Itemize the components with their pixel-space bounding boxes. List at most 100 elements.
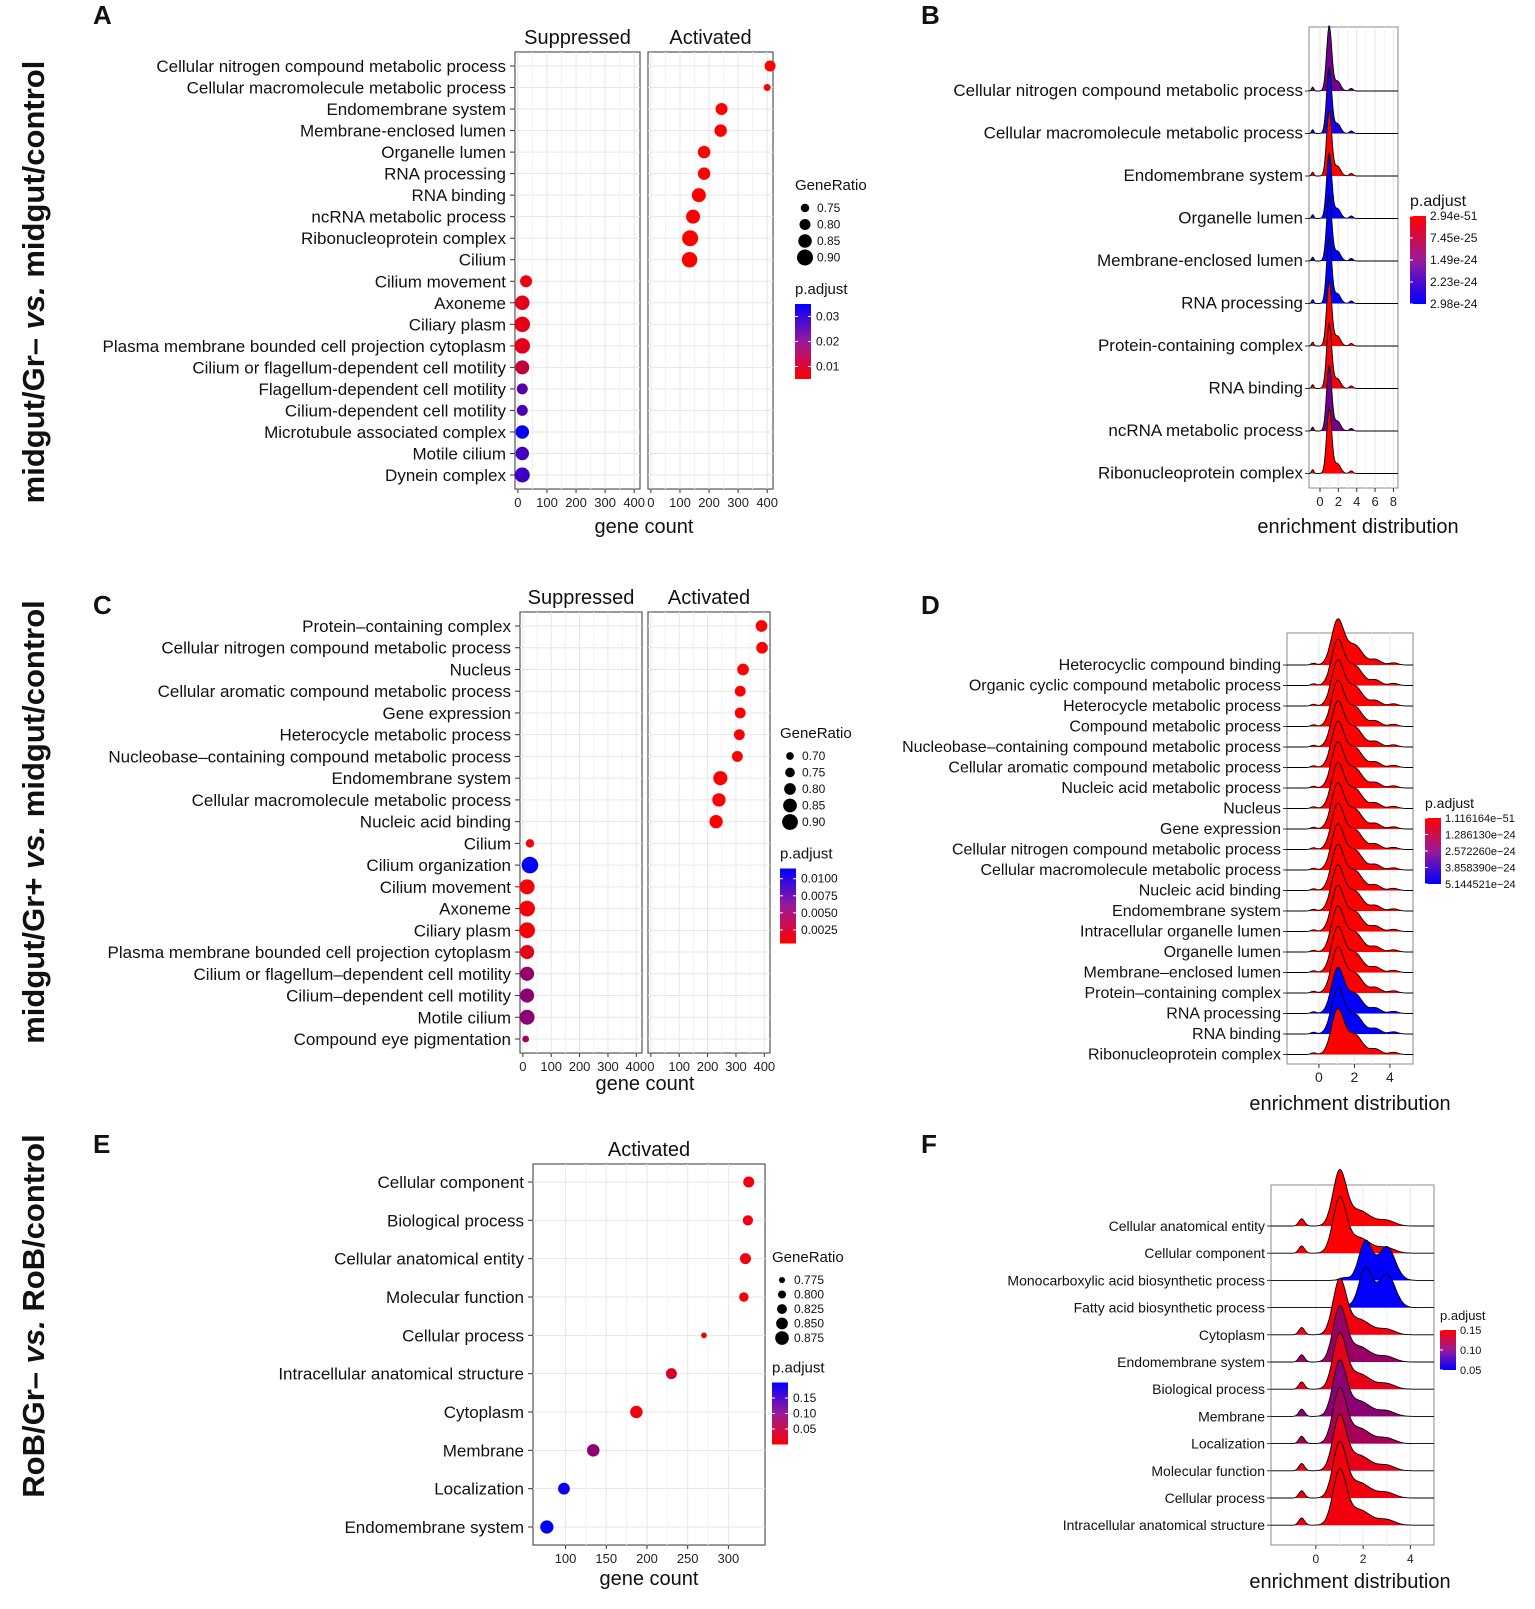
y-tick-label: Endomembrane system	[1112, 903, 1281, 920]
legend-size-dot	[778, 1290, 786, 1299]
ridge-outline-rna-processing	[1287, 966, 1413, 1014]
dot-cilium-dependent-cell-motility	[520, 988, 535, 1003]
dot-ciliary-plasm	[519, 922, 535, 939]
x-tick-label: 8	[1390, 494, 1397, 509]
x-axis-title: gene count	[600, 1568, 699, 1590]
ridge-outline-nucleobase-containing-compound-metabolic-process	[1287, 700, 1413, 748]
dot-cilium	[525, 839, 535, 848]
y-tick-label: Localization	[434, 1480, 524, 1499]
ridge-outline-cellular-nitrogen-compound-metabolic-process	[1308, 24, 1398, 92]
y-tick-label: Motile cilium	[412, 444, 506, 463]
dot-cellular-aromatic-compound-metabolic-process	[734, 685, 746, 697]
y-tick-label: Cellular nitrogen compound metabolic pro…	[953, 81, 1303, 100]
ridge-cellular-aromatic-compound-metabolic-process	[1287, 721, 1413, 768]
legend-size-label: 0.850	[794, 1317, 824, 1331]
x-axis-title: enrichment distribution	[1257, 516, 1458, 538]
ridge-monocarboxylic-acid-biosynthetic-process	[1271, 1240, 1434, 1281]
facet-strip-activated: Activated	[668, 587, 750, 609]
y-tick-label: RNA binding	[1208, 379, 1303, 398]
legend-color-label: 0.0075	[801, 889, 838, 903]
legend-size-dot	[799, 219, 811, 230]
dot-organelle-lumen	[697, 145, 711, 159]
y-tick-label: Cellular nitrogen compound metabolic pro…	[156, 57, 506, 76]
y-tick-label: Endomembrane system	[326, 100, 506, 119]
y-tick-label: Cellular anatomical entity	[334, 1250, 524, 1269]
y-tick-label: Ciliary plasm	[414, 921, 511, 940]
legend-size-dot	[800, 203, 810, 213]
legend-size-dot	[797, 249, 813, 266]
panel-b-ridgeline: Cellular nitrogen compound metabolic pro…	[953, 24, 1478, 538]
ridge-intracellular-organelle-lumen	[1287, 885, 1413, 932]
legend-size-dot	[778, 1276, 786, 1284]
dot-cellular-macromolecule-metabolic-process	[763, 84, 771, 92]
dot-cilium-dependent-cell-motility	[516, 404, 528, 416]
ridge-cellular-macromolecule-metabolic-process	[1287, 823, 1413, 870]
panel-f-ridgeline: Cellular anatomical entity Cellular compo…	[1007, 1168, 1486, 1593]
x-tick-label: 200	[565, 495, 587, 510]
ridge-compound-metabolic-process	[1287, 680, 1413, 727]
x-tick-label: 100	[555, 1551, 577, 1566]
ridge-outline-monocarboxylic-acid-biosynthetic-process	[1271, 1239, 1434, 1281]
x-tick-label: 0	[1315, 1069, 1323, 1085]
ridge-outline-intracellular-organelle-lumen	[1287, 884, 1413, 932]
x-tick-label: 400	[753, 1059, 775, 1074]
y-tick-label: Protein-containing complex	[1098, 336, 1304, 355]
legend-colorbar	[795, 304, 811, 379]
legend-color-label: 1.116164e−51	[1445, 813, 1515, 825]
dot-cilium-movement	[520, 275, 533, 288]
ridge-outline-nucleus	[1287, 761, 1413, 809]
y-tick-label: Endomembrane system	[344, 1518, 524, 1537]
legend-size-dot	[785, 767, 795, 778]
ridge-outline-rna-binding	[1308, 322, 1398, 389]
ridge-outline-cellular-macromolecule-metabolic-process	[1308, 67, 1398, 134]
ridge-heterocyclic-compound-binding	[1287, 618, 1413, 665]
y-tick-label: Cellular macromolecule metabolic process	[984, 124, 1303, 143]
dot-cytoplasm	[630, 1405, 643, 1419]
ridge-outline-intracellular-anatomical-structure	[1271, 1468, 1434, 1526]
dot-nucleobase-containing-compound-metabolic-process	[731, 750, 743, 762]
y-tick-label: Nucleobase–containing compound metabolic…	[108, 747, 511, 766]
ridge-outline-ribonucleoprotein-complex	[1287, 1007, 1413, 1055]
ridge-cellular-anatomical-entity	[1271, 1169, 1434, 1226]
facet-strip-suppressed: Suppressed	[528, 587, 635, 609]
dot-cellular-component	[743, 1176, 755, 1188]
y-tick-label: Cellular process	[402, 1326, 524, 1345]
y-tick-label: Cellular nitrogen compound metabolic pro…	[161, 639, 511, 658]
ridge-outline-cytoplasm	[1271, 1277, 1434, 1336]
y-tick-label: Organelle lumen	[1178, 209, 1303, 228]
facet-panel-activated	[647, 611, 771, 1054]
ridge-outline-protein-containing-complex	[1308, 279, 1398, 347]
ridge-endomembrane-system	[1287, 864, 1413, 911]
y-tick-label: Biological process	[387, 1211, 524, 1230]
legend-color-label: 0.0050	[801, 906, 838, 920]
legend-color-label: 1.286130e−24	[1445, 830, 1516, 842]
x-tick-label: 200	[636, 1551, 658, 1566]
panel-label-e: E	[93, 1129, 111, 1159]
ridge-molecular-function	[1271, 1414, 1434, 1471]
dot-plasma-membrane-bounded-cell-projection-cytoplasm	[520, 944, 535, 960]
ridge-outline-cellular-nitrogen-compound-metabolic-process	[1287, 802, 1413, 850]
x-tick-label: 400	[756, 495, 778, 510]
legend-color-label: 2.98e-24	[1430, 297, 1478, 311]
dot-biological-process	[742, 1215, 754, 1226]
ridge-outline-cellular-component	[1271, 1196, 1434, 1254]
y-tick-label: Cilium organization	[366, 856, 511, 875]
y-tick-label: Cellular process	[1165, 1490, 1265, 1506]
ridge-outline-endomembrane-system	[1308, 109, 1398, 177]
dot-dynein-complex	[514, 467, 530, 483]
legend-size-label: 0.80	[817, 218, 841, 232]
legend-size-label: 0.75	[817, 201, 841, 215]
dot-intracellular-anatomical-structure	[665, 1368, 677, 1380]
y-tick-label: Cytoplasm	[444, 1403, 524, 1422]
dot-compound-eye-pigmentation	[522, 1035, 530, 1043]
dot-endomembrane-system	[715, 103, 728, 116]
ridge-endomembrane-system	[1271, 1305, 1434, 1362]
ridge-ribonucleoprotein-complex	[1287, 1008, 1413, 1055]
ridge-cellular-process	[1271, 1441, 1434, 1498]
x-tick-label: 200	[569, 1059, 591, 1074]
legend-color-label: 0.10	[793, 1407, 817, 1421]
legend-color-label: 0.01	[816, 360, 840, 374]
dot-endomembrane-system	[713, 771, 728, 786]
y-tick-label: Monocarboxylic acid biosynthetic process	[1007, 1272, 1265, 1288]
dot-axoneme	[515, 295, 530, 311]
